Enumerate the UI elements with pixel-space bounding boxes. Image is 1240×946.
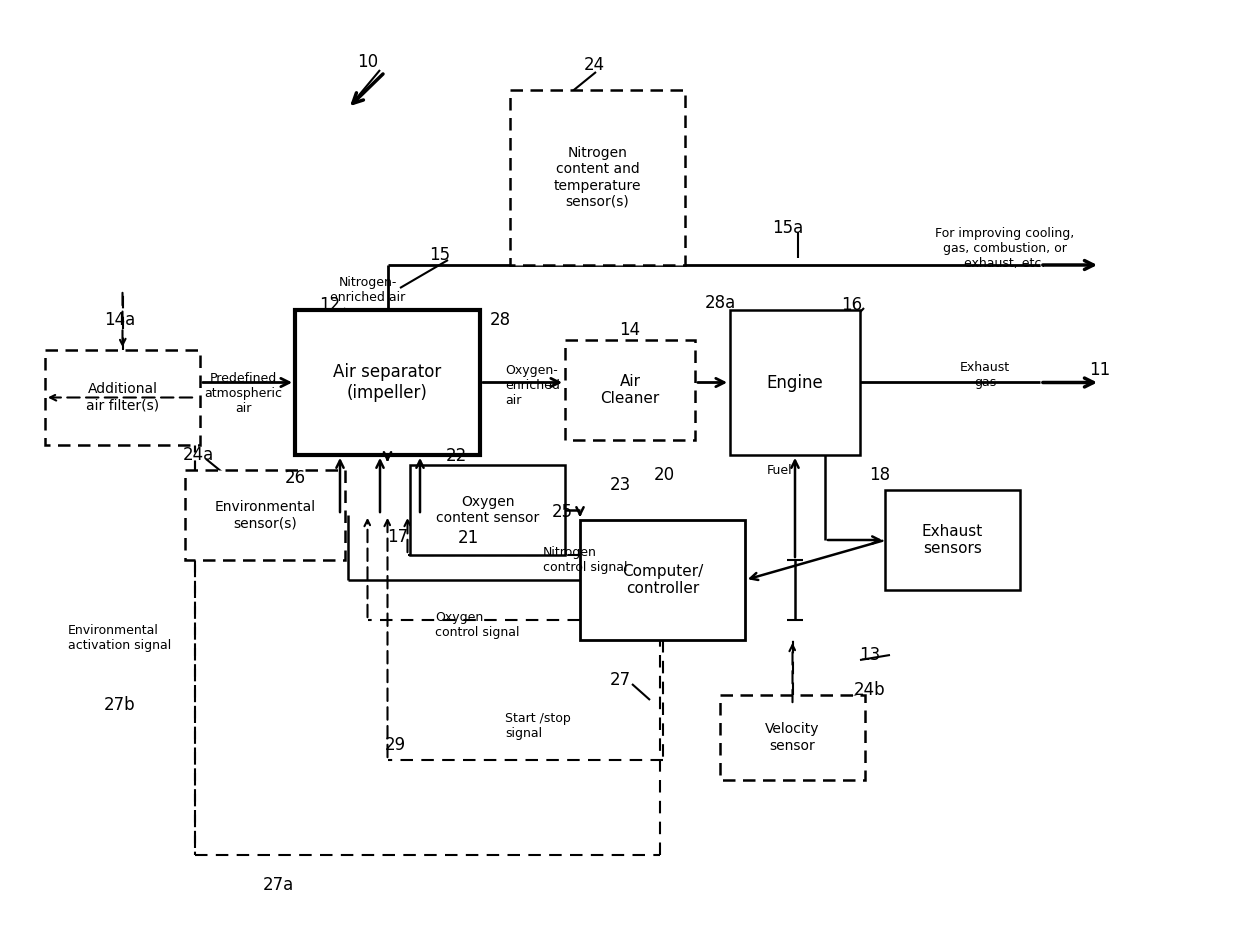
Text: 16: 16 (842, 296, 863, 314)
Text: Engine: Engine (766, 374, 823, 392)
Text: Oxygen
control signal: Oxygen control signal (435, 611, 520, 639)
Text: 14: 14 (620, 321, 641, 339)
Text: Computer/
controller: Computer/ controller (622, 564, 703, 596)
Text: 26: 26 (284, 469, 305, 487)
Text: Exhaust
gas: Exhaust gas (960, 361, 1011, 389)
Text: Environmental
activation signal: Environmental activation signal (68, 624, 171, 652)
Text: 21: 21 (458, 529, 479, 547)
Text: Oxygen-
enriched
air: Oxygen- enriched air (505, 363, 560, 407)
Text: Air
Cleaner: Air Cleaner (600, 374, 660, 406)
Text: 24: 24 (584, 56, 605, 74)
Text: 25: 25 (552, 503, 573, 521)
Text: Environmental
sensor(s): Environmental sensor(s) (215, 499, 315, 530)
Bar (565, 340, 694, 440)
Text: 14a: 14a (104, 311, 135, 329)
Text: Exhaust
sensors: Exhaust sensors (921, 524, 983, 556)
Text: Predefined
atmospheric
air: Predefined atmospheric air (205, 372, 281, 414)
Text: 27: 27 (609, 671, 631, 689)
Text: 23: 23 (609, 476, 631, 494)
Text: 13: 13 (859, 646, 880, 664)
Text: Nitrogen
content and
temperature
sensor(s): Nitrogen content and temperature sensor(… (554, 147, 641, 209)
Bar (580, 520, 745, 640)
Text: Air separator
(impeller): Air separator (impeller) (334, 363, 441, 402)
Bar (185, 470, 345, 560)
Text: Fuel: Fuel (768, 464, 792, 477)
Text: Nitrogen
control signal: Nitrogen control signal (543, 546, 627, 574)
Text: 15a: 15a (773, 219, 804, 237)
Text: 29: 29 (384, 736, 405, 754)
Bar (510, 90, 684, 265)
Bar (410, 465, 565, 555)
Text: 12: 12 (320, 296, 341, 314)
Bar (45, 350, 200, 445)
Text: 17: 17 (387, 528, 408, 546)
Text: Oxygen
content sensor: Oxygen content sensor (436, 495, 539, 525)
Text: 27a: 27a (263, 876, 294, 894)
Bar (295, 310, 480, 455)
Text: 22: 22 (445, 447, 466, 465)
Text: Start /stop
signal: Start /stop signal (505, 712, 570, 740)
Text: 15: 15 (429, 246, 450, 264)
Text: Additional
air filter(s): Additional air filter(s) (86, 382, 159, 412)
Text: 24b: 24b (854, 681, 885, 699)
Text: For improving cooling,
gas, combustion, or
exhaust, etc.: For improving cooling, gas, combustion, … (935, 226, 1075, 270)
Text: Velocity
sensor: Velocity sensor (765, 723, 820, 753)
Text: 11: 11 (1090, 361, 1111, 379)
Text: 20: 20 (653, 466, 675, 484)
Bar (885, 490, 1021, 590)
Text: 28: 28 (490, 311, 511, 329)
Text: 27b: 27b (104, 696, 136, 714)
Bar (720, 695, 866, 780)
Bar (730, 310, 861, 455)
Text: 24a: 24a (182, 446, 213, 464)
Text: 28a: 28a (704, 294, 735, 312)
Text: 10: 10 (357, 53, 378, 71)
Text: 18: 18 (869, 466, 890, 484)
Text: Nitrogen-
enriched air: Nitrogen- enriched air (330, 276, 405, 304)
